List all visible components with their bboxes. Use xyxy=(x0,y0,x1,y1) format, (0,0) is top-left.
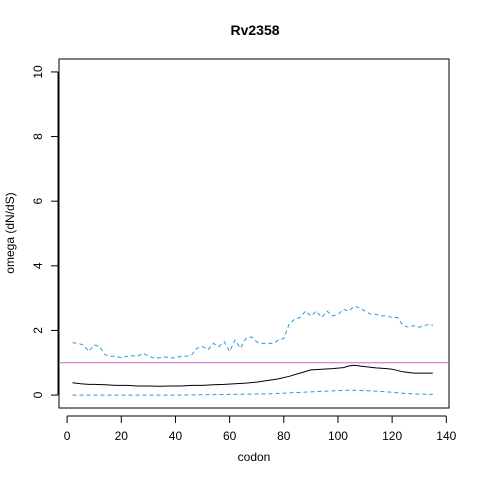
x-tick-label: 0 xyxy=(64,429,71,443)
y-axis-label: omega (dN/dS) xyxy=(3,192,17,273)
y-tick-label: 4 xyxy=(31,262,45,269)
series-line-estimate xyxy=(72,364,433,387)
x-tick-label: 100 xyxy=(328,429,348,443)
y-tick-label: 6 xyxy=(31,198,45,205)
x-tick-label: 120 xyxy=(382,429,402,443)
x-axis: 0 20 40 60 80 100 120 140 xyxy=(64,415,457,443)
x-tick-label: 140 xyxy=(436,429,456,443)
y-axis: 0 2 4 6 8 10 xyxy=(31,65,59,398)
plot-frame xyxy=(58,58,450,409)
y-tick-label: 0 xyxy=(31,391,45,398)
x-tick-label: 20 xyxy=(115,429,129,443)
x-tick-label: 60 xyxy=(223,429,237,443)
series-layer xyxy=(59,305,449,396)
series-line-upper xyxy=(72,305,434,359)
series-line-lower xyxy=(72,389,433,396)
y-tick-label: 8 xyxy=(31,133,45,140)
x-tick-label: 40 xyxy=(169,429,183,443)
x-tick-label: 80 xyxy=(277,429,291,443)
x-axis-label: codon xyxy=(238,450,271,464)
chart-title: Rv2358 xyxy=(230,22,279,38)
y-tick-label: 2 xyxy=(31,327,45,334)
y-tick-label: 10 xyxy=(31,65,45,79)
